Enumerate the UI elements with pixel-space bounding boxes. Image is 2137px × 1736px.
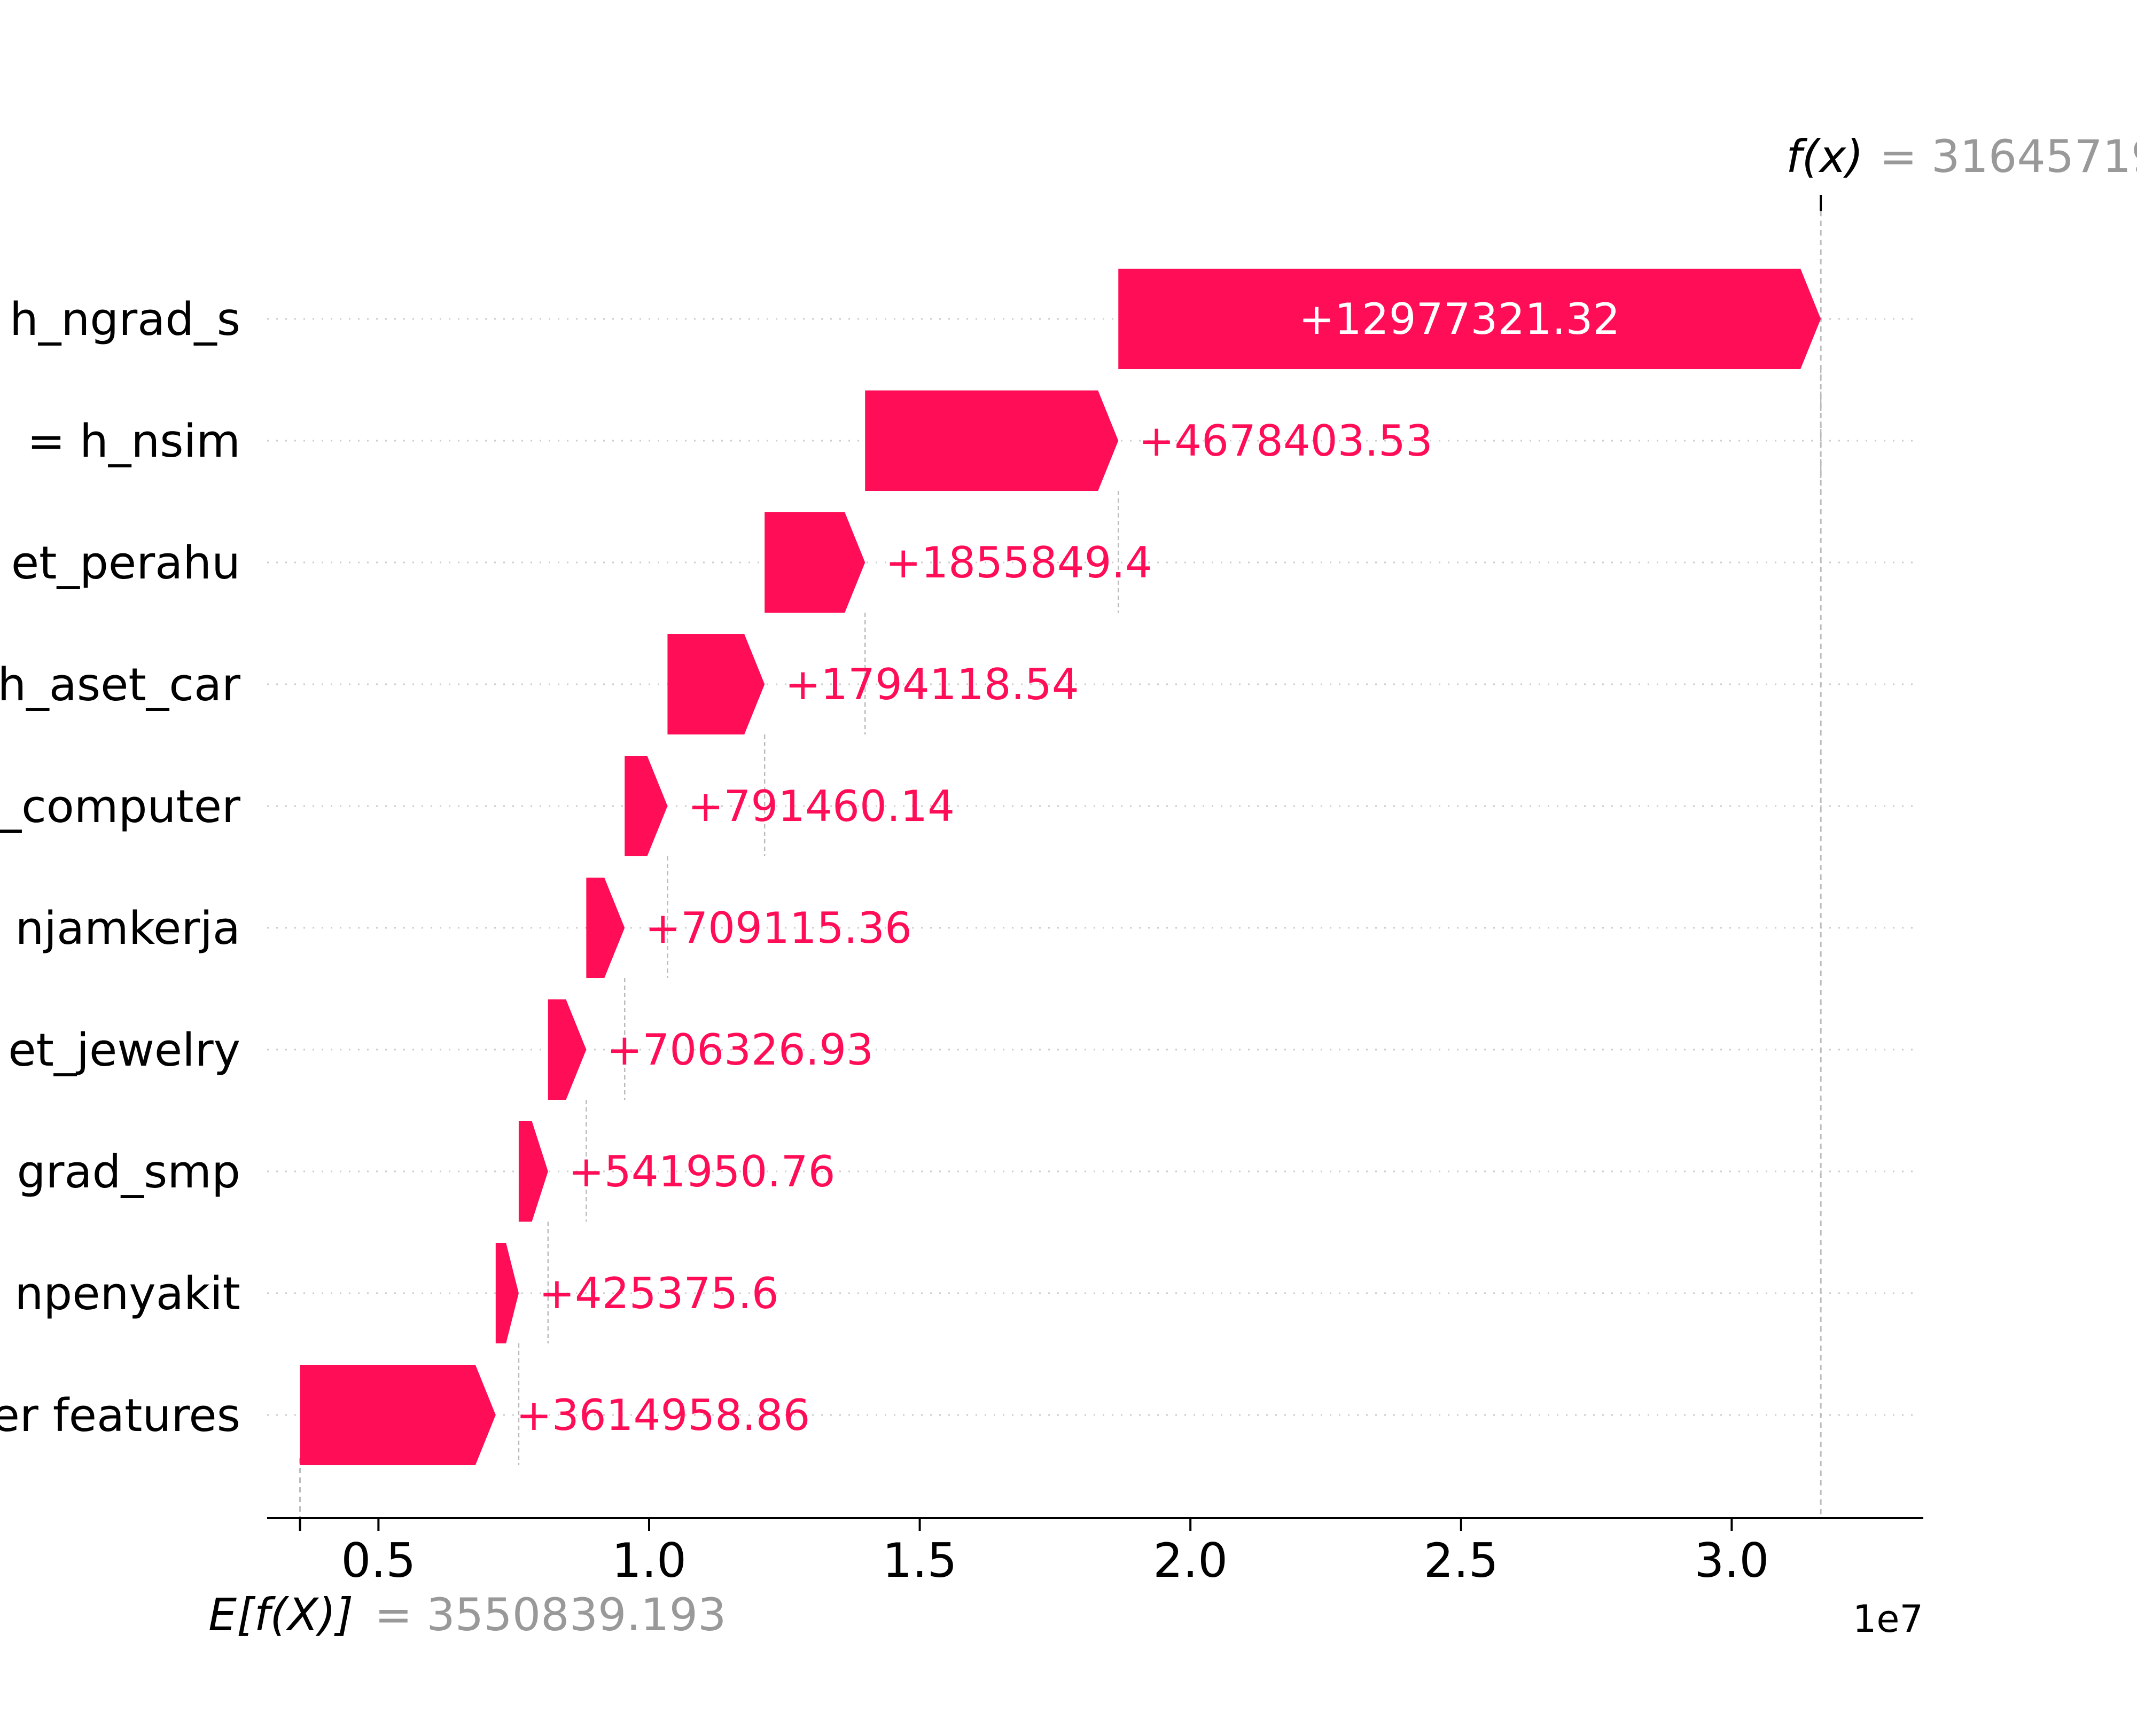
value-label: +12977321.32 xyxy=(1299,294,1620,344)
x-tick-label: 0.5 xyxy=(341,1533,416,1588)
feature-label: njamkerja xyxy=(15,902,240,955)
x-axis: 0.5 1.0 1.5 2.0 2.5 3.0 1e7 xyxy=(267,1517,1923,1641)
feature-bar xyxy=(625,756,668,856)
feature-bar xyxy=(1118,269,1821,369)
value-label: +1794118.54 xyxy=(785,660,1079,709)
feature-label: grad_smp xyxy=(17,1146,240,1199)
feature-label-layer: +12977321.32 h_ngrad_s +4678403.53 = h_nsim… xyxy=(0,293,1620,1442)
feature-bar xyxy=(518,1121,548,1222)
feature-label: h_aset_car xyxy=(0,659,240,711)
value-label: +709115.36 xyxy=(645,903,912,953)
feature-label: h_ngrad_s xyxy=(10,293,240,346)
feature-bar xyxy=(667,634,765,734)
value-label: +1855849.4 xyxy=(885,538,1152,588)
fx-label-value: = 31645719 xyxy=(1879,130,2137,183)
value-label: +3614958.86 xyxy=(516,1390,810,1440)
feature-bar xyxy=(548,999,587,1100)
x-tick-label: 2.5 xyxy=(1424,1533,1499,1588)
value-label: +4678403.53 xyxy=(1138,416,1433,466)
feature-bar xyxy=(300,1365,496,1465)
x-multiplier-label: 1e7 xyxy=(1853,1597,1923,1641)
value-label: +706326.93 xyxy=(606,1025,873,1075)
x-tick-label: 1.0 xyxy=(612,1533,687,1588)
value-label: +425375.6 xyxy=(539,1269,779,1318)
base-label-var: E[f(X)] xyxy=(208,1589,353,1641)
bar-layer xyxy=(300,269,1821,1465)
x-tick-label: 1.5 xyxy=(883,1533,957,1588)
feature-label: npenyakit xyxy=(14,1268,240,1320)
feature-bar xyxy=(865,390,1119,491)
guide-layer xyxy=(299,211,1822,1518)
feature-label: = h_nsim xyxy=(27,415,240,468)
x-tick-label: 2.0 xyxy=(1153,1533,1228,1588)
feature-bar xyxy=(765,512,865,613)
annotation-layer: f(x) = 31645719 E[f(X)] = 3550839.193 xyxy=(208,130,2137,1641)
feature-bar xyxy=(586,878,625,978)
feature-label: er features xyxy=(0,1389,240,1442)
x-tick-label: 3.0 xyxy=(1694,1533,1769,1588)
value-label: +791460.14 xyxy=(688,781,955,831)
fx-label: f(x) = 31645719 xyxy=(1786,130,2137,183)
feature-label: _computer xyxy=(0,780,240,833)
feature-label: et_jewelry xyxy=(8,1024,240,1077)
base-label-value: = 3550839.193 xyxy=(375,1589,726,1641)
feature-label: et_perahu xyxy=(11,537,240,590)
value-label: +541950.76 xyxy=(568,1147,836,1197)
feature-bar xyxy=(495,1243,519,1343)
fx-label-var: f(x) xyxy=(1786,130,1863,183)
base-value-label: E[f(X)] = 3550839.193 xyxy=(208,1589,727,1641)
